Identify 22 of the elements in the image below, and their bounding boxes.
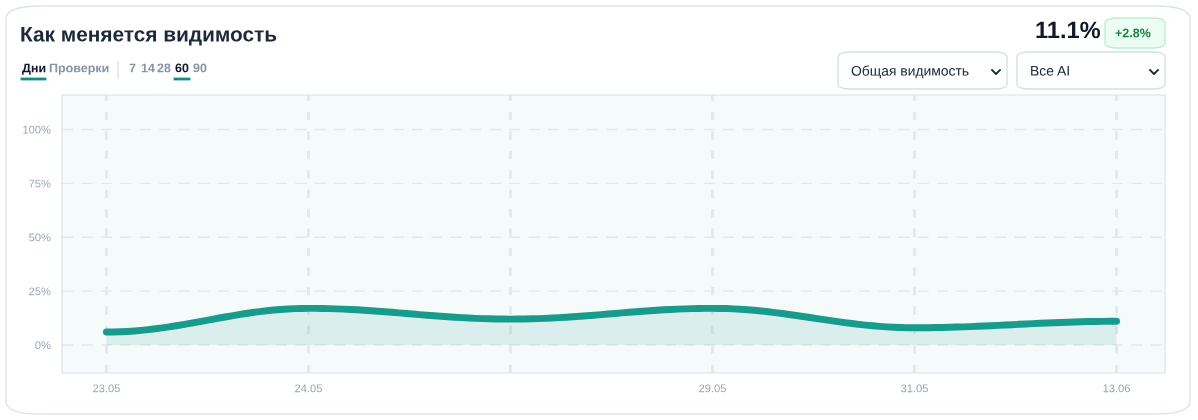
- text: 7: [129, 63, 136, 73]
- text: Проверки: [49, 63, 109, 75]
- y-tick-label: 25%: [29, 287, 51, 296]
- text: Все AI: [1031, 66, 1069, 76]
- text: 60: [175, 63, 189, 73]
- text: 14: [141, 63, 155, 73]
- text: 90: [193, 63, 207, 73]
- x-tick-label: 24.05: [295, 384, 322, 393]
- text: 28: [157, 63, 171, 73]
- y-tick-label: 75%: [29, 179, 51, 188]
- text: 11.1%: [1036, 21, 1101, 39]
- chart-title: Как меняется видимость: [21, 27, 277, 46]
- x-tick-label: 23.05: [93, 384, 120, 393]
- x-tick-label: 29.05: [699, 384, 726, 393]
- y-tick-label: 100%: [23, 125, 51, 134]
- text: Дни: [22, 63, 46, 75]
- x-tick-label: 13.06: [1103, 384, 1130, 393]
- x-tick-label: 31.05: [901, 384, 928, 393]
- text: +2.8%: [1115, 28, 1151, 38]
- text: Общая видимость: [851, 65, 969, 79]
- y-tick-label: 0%: [35, 341, 51, 350]
- y-tick-label: 50%: [29, 233, 51, 242]
